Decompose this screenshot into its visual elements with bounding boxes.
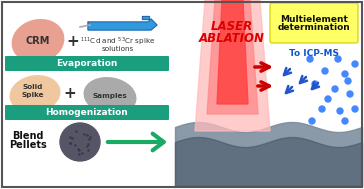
Ellipse shape [12, 20, 64, 62]
Text: determination: determination [278, 23, 351, 33]
Circle shape [337, 108, 343, 114]
Polygon shape [217, 0, 248, 104]
Text: Pellets: Pellets [9, 140, 47, 150]
Text: Solid
Spike: Solid Spike [22, 84, 44, 98]
Text: Evaporation: Evaporation [56, 59, 118, 68]
Text: CRM: CRM [26, 36, 50, 46]
Text: +: + [67, 33, 79, 49]
Circle shape [342, 118, 348, 124]
Text: solutions: solutions [102, 46, 134, 52]
Polygon shape [207, 0, 258, 114]
Circle shape [352, 106, 358, 112]
Text: To ICP-MS: To ICP-MS [289, 50, 339, 59]
Circle shape [335, 56, 341, 62]
Circle shape [309, 118, 315, 124]
Text: Samples: Samples [92, 93, 127, 99]
FancyArrowPatch shape [108, 134, 164, 150]
Polygon shape [88, 19, 157, 30]
Circle shape [345, 78, 351, 84]
FancyBboxPatch shape [270, 3, 358, 43]
Text: $^{111}$Cd and $^{53}$Cr spike: $^{111}$Cd and $^{53}$Cr spike [80, 36, 156, 48]
Circle shape [312, 81, 318, 87]
Circle shape [319, 106, 325, 112]
Text: +: + [64, 87, 76, 101]
Circle shape [347, 91, 353, 97]
Text: LASER: LASER [211, 20, 253, 33]
Circle shape [342, 71, 348, 77]
Ellipse shape [10, 76, 60, 112]
Circle shape [332, 86, 338, 92]
Ellipse shape [60, 123, 100, 161]
Circle shape [352, 61, 358, 67]
Text: Homogenization: Homogenization [46, 108, 128, 117]
Circle shape [307, 56, 313, 62]
FancyBboxPatch shape [5, 105, 169, 120]
FancyBboxPatch shape [5, 56, 169, 71]
Polygon shape [142, 16, 149, 19]
Text: Multielement: Multielement [280, 15, 348, 23]
Text: Blend: Blend [12, 131, 44, 141]
Circle shape [322, 68, 328, 74]
Text: ABLATION: ABLATION [199, 32, 265, 44]
Polygon shape [195, 0, 270, 131]
Ellipse shape [84, 78, 136, 114]
Circle shape [325, 96, 331, 102]
